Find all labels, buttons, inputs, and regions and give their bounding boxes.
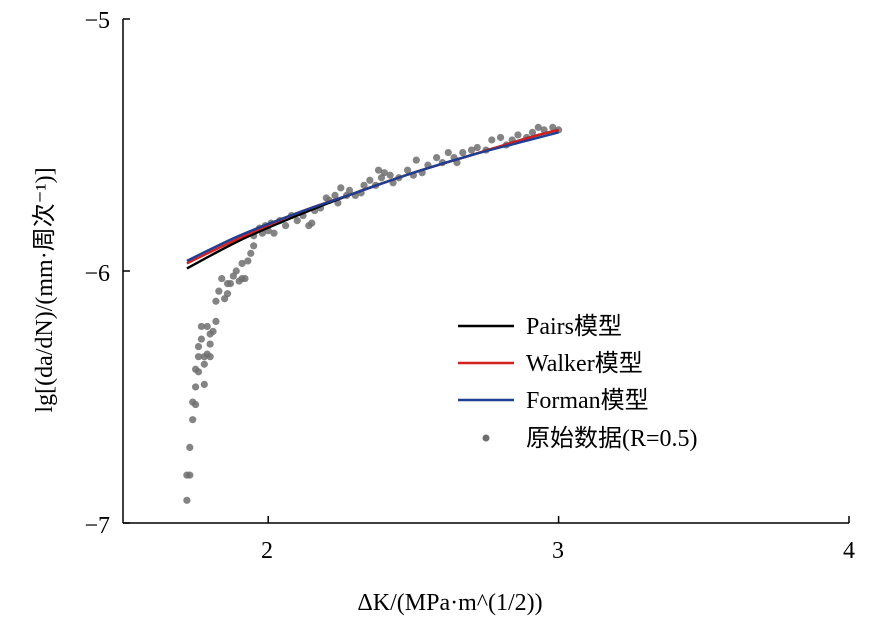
data-point <box>345 186 354 194</box>
data-point <box>192 383 200 391</box>
data-point <box>200 380 208 388</box>
data-point <box>549 123 557 131</box>
x-tick-label: 4 <box>843 538 855 564</box>
data-point <box>197 335 206 343</box>
legend-label-walker: Walker模型 <box>526 350 643 377</box>
data-point <box>540 126 548 134</box>
data-point <box>194 368 203 376</box>
data-point <box>238 259 246 268</box>
data-point <box>386 171 394 179</box>
data-point <box>244 257 252 265</box>
data-point <box>444 148 452 157</box>
data-point <box>192 400 200 409</box>
y-tick-label: −6 <box>84 261 110 287</box>
y-tick-label: −7 <box>84 513 110 539</box>
data-point <box>194 343 203 351</box>
data-point <box>473 143 481 152</box>
data-point <box>433 154 441 162</box>
data-point <box>194 353 203 361</box>
data-point <box>203 322 211 331</box>
data-point <box>215 287 223 295</box>
data-point <box>241 274 249 283</box>
data-point <box>366 176 374 184</box>
data-point <box>206 353 214 361</box>
legend-swatch-data <box>482 434 490 442</box>
data-point <box>337 184 345 192</box>
scatter-points <box>183 123 563 504</box>
data-point <box>206 340 214 348</box>
x-tick-label: 2 <box>261 538 273 564</box>
y-tick-label: −5 <box>84 8 110 34</box>
data-point <box>282 222 290 230</box>
data-point <box>247 249 255 257</box>
data-point <box>514 131 522 139</box>
legend: Pairs模型 Walker模型 Forman模型 原始数据(R=0.5) <box>458 313 698 452</box>
axes <box>122 18 850 524</box>
forman-line <box>186 131 559 263</box>
data-point <box>212 297 220 305</box>
data-point <box>226 280 235 288</box>
y-tick-labels: −5 −6 −7 <box>84 8 110 539</box>
pairs-line <box>186 128 559 270</box>
x-axis-title: ΔK/(MPa·m^(1/2)) <box>357 590 542 616</box>
data-point <box>197 322 206 331</box>
data-point <box>412 156 420 164</box>
data-point <box>380 169 388 177</box>
data-point <box>186 443 194 451</box>
data-point <box>270 229 278 237</box>
data-point <box>534 123 542 131</box>
model-lines <box>186 128 559 270</box>
walker-line <box>186 128 559 265</box>
data-point <box>528 128 537 136</box>
x-tick-labels: 2 3 4 <box>261 538 855 564</box>
data-point <box>374 166 383 174</box>
data-point <box>250 242 258 250</box>
data-point <box>200 360 208 368</box>
x-tick-label: 3 <box>552 538 564 564</box>
data-point <box>331 191 339 199</box>
legend-label-forman: Forman模型 <box>526 387 649 414</box>
data-point <box>232 267 240 275</box>
data-point <box>223 290 232 298</box>
data-point <box>183 496 191 504</box>
data-point <box>308 219 316 227</box>
data-point <box>467 146 476 154</box>
data-point <box>403 166 412 174</box>
data-point <box>218 274 226 283</box>
data-point <box>293 217 301 225</box>
legend-label-data: 原始数据(R=0.5) <box>526 425 698 452</box>
data-point <box>189 416 197 424</box>
data-point <box>186 471 194 479</box>
data-point <box>488 136 496 144</box>
data-point <box>496 133 505 142</box>
data-point <box>360 181 368 189</box>
data-point <box>212 317 220 325</box>
y-axis-title: lg[(da/dN)/(mm·周次⁻¹)] <box>31 167 58 412</box>
legend-label-pairs: Pairs模型 <box>526 313 622 340</box>
data-point <box>209 327 217 336</box>
data-point <box>459 148 467 157</box>
